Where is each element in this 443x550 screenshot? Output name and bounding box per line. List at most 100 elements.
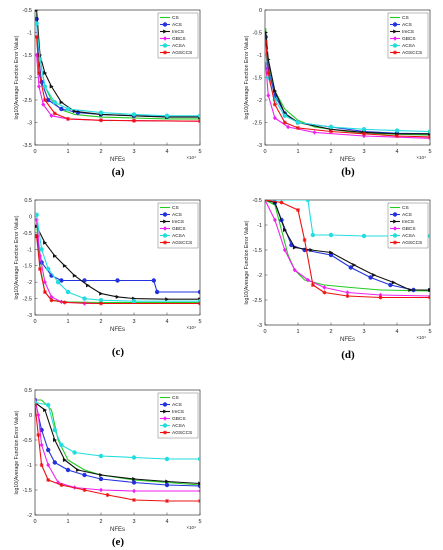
data-point-marker [49,294,54,300]
x-tick-label: 2 [99,519,102,525]
data-point-marker [266,71,271,75]
data-point-marker [49,84,54,89]
x-tick-label: 4 [165,319,168,325]
data-point-marker [265,39,268,44]
data-point-marker [115,294,120,299]
data-point-marker [115,278,120,283]
y-tick-label: -3 [257,143,262,149]
data-point-marker [46,402,51,408]
data-point-marker [163,409,168,414]
data-point-marker [378,295,383,300]
data-point-marker [198,481,200,486]
data-point-marker [292,245,297,250]
chart-panel-e: -2 -1.5 -1 -0.5 0 0.5 0 1 2 3 4 5×10⁴ NFEs log10(Aver… [14,388,202,548]
x-tick-label: 3 [132,519,135,525]
y-tick-label: -0.5 [23,438,32,444]
data-point-marker [428,288,430,292]
series-line-agsccs [36,36,200,122]
y-tick-label: -2 [27,76,32,82]
y-tick-label: -2 [27,280,32,286]
x-tick-label: 0 [263,329,266,335]
data-point-marker [322,290,327,295]
data-point-marker [72,109,77,114]
legend-label-acs: ACS [172,402,182,408]
data-point-marker [362,131,366,136]
data-point-marker [388,282,393,288]
x-tick-label: 5 [198,319,201,325]
data-point-marker [46,447,51,453]
y-tick-label: -1.5 [253,76,262,82]
data-point-marker [43,71,48,75]
y-tick-label: 0 [29,413,32,419]
data-point-marker [99,473,104,477]
legend-label-gbcs: GBCS [172,416,186,422]
data-point-marker [46,478,51,482]
data-point-marker [163,219,168,224]
legend-label-gbcs: GBCS [172,36,186,42]
data-point-marker [36,412,41,418]
data-point-marker [328,124,334,130]
legend-label-gbcs: GBCS [172,226,186,232]
data-point-marker [66,116,70,121]
y-tick-label: -1.5 [23,488,32,494]
series-gbcs [265,200,430,299]
x-tick-label: 4 [165,519,168,525]
x-tick-label: 3 [362,149,365,155]
data-point-marker [36,433,41,437]
y-tick-label: -1 [27,247,32,253]
x-axis-multiplier: ×10⁴ [186,155,196,160]
data-point-marker [39,247,44,252]
x-tick-label: 1 [66,149,69,155]
x-tick-label: 0 [263,149,266,155]
data-point-marker [392,22,398,27]
y-tick-label: -0.5 [23,8,32,14]
data-point-marker [329,129,333,134]
data-point-marker [408,288,413,292]
legend-label-gbcs: GBCS [402,36,416,42]
data-point-marker [352,263,357,267]
data-point-marker [162,233,168,238]
data-point-marker [272,102,277,107]
legend-label-acsa: ACSA [402,43,416,49]
data-point-marker [82,472,87,478]
data-point-marker [312,130,317,135]
data-point-marker [164,482,170,488]
data-point-marker [197,289,200,295]
y-tick-label: -1.5 [23,53,32,59]
data-point-marker [86,283,90,288]
x-axis-multiplier: ×10⁴ [416,155,426,160]
data-point-marker [132,477,137,481]
y-tick-label: -0.5 [253,31,262,37]
x-tick-label: 0 [33,149,36,155]
data-point-marker [198,119,200,124]
data-point-marker [393,50,397,55]
data-point-marker [392,212,398,217]
data-point-marker [292,267,297,273]
data-point-marker [59,483,64,487]
x-tick-label: 2 [329,149,332,155]
legend-label-agsccs: AGSCCS [172,240,192,246]
data-point-marker [82,488,87,492]
data-point-marker [265,200,267,202]
legend-label-imcs: ImCS [172,29,184,35]
data-point-marker [198,301,200,306]
legend-label-cs: CS [402,15,409,21]
data-point-marker [46,97,51,103]
y-tick-label: -0.5 [253,198,262,204]
data-point-marker [35,212,39,217]
data-point-marker [82,296,87,301]
series-acs [35,397,200,489]
data-point-marker [131,299,137,304]
data-point-marker [43,408,48,412]
panel-caption: (a) [112,166,125,178]
data-point-marker [35,35,39,39]
y-tick-label: -1.5 [23,264,32,270]
data-point-marker [329,250,334,255]
y-tick-label: -1 [257,223,262,229]
y-axis-label: log10(Average Function Error Value) [14,410,20,494]
data-point-marker [35,10,39,12]
data-point-marker [42,84,48,89]
